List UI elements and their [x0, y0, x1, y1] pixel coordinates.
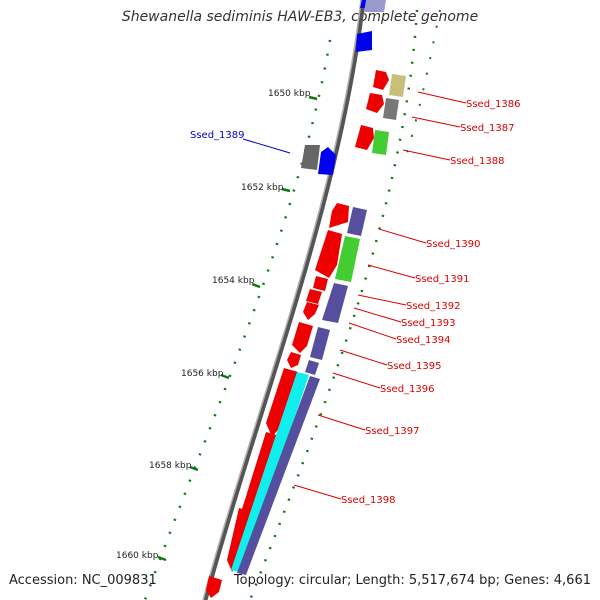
forward-gene-ssed1391[interactable]	[315, 230, 342, 278]
scale-label: 1652 kbp	[241, 183, 284, 193]
forward-gene-ssed1390[interactable]	[329, 203, 349, 228]
track-box-purple-1395	[310, 327, 330, 360]
forward-gene-ssed1395[interactable]	[292, 322, 313, 353]
gene-label-ssed1395[interactable]: Ssed_1395	[387, 361, 442, 372]
track-box-purple-1398	[237, 376, 320, 575]
gene-label-ssed1391[interactable]: Ssed_1391	[415, 274, 470, 285]
forward-gene-ssed1388[interactable]	[355, 125, 374, 150]
gene-label-ssed1394[interactable]: Ssed_1394	[396, 335, 451, 346]
right-dotted-guide	[404, 9, 441, 161]
track-box-purple-1396	[305, 360, 319, 375]
forward-gene-ssed1392[interactable]	[313, 276, 328, 291]
gene-label-ssed1392[interactable]: Ssed_1392	[406, 301, 461, 312]
reverse-gene-ssed1389[interactable]	[318, 147, 336, 175]
track-box-green-1391	[335, 236, 360, 282]
map-title: Shewanella sediminis HAW-EB3, complete g…	[121, 9, 479, 25]
track-box-gray	[383, 98, 399, 120]
scale-label: 1656 kbp	[181, 369, 224, 379]
scale-labels: 1650 kbp 1652 kbp 1654 kbp 1656 kbp 1658…	[116, 89, 311, 561]
top-track-gray-box	[364, 0, 386, 12]
genome-backbone	[202, 0, 366, 600]
gene-label-ssed1397[interactable]: Ssed_1397	[365, 426, 420, 437]
gray-gene-ssed1389[interactable]	[301, 145, 320, 170]
track-box-khaki	[389, 74, 406, 97]
reverse-gene-1[interactable]	[356, 31, 372, 52]
gene-label-ssed1388[interactable]: Ssed_1388	[450, 156, 505, 167]
forward-gene-ssed1393[interactable]	[306, 289, 322, 304]
accession-text: Accession: NC_009831	[9, 573, 157, 588]
forward-gene-ssed1397[interactable]	[266, 368, 298, 437]
gene-labels: Ssed_1386 Ssed_1387 Ssed_1388 Ssed_1389 …	[190, 99, 521, 506]
forward-gene-ssed1386[interactable]	[373, 70, 389, 90]
forward-gene-ssed1394[interactable]	[303, 302, 319, 320]
gene-label-ssed1389[interactable]: Ssed_1389	[190, 130, 245, 141]
track-box-purple-1390	[347, 207, 367, 236]
topology-text: Topology: circular; Length: 5,517,674 bp…	[233, 573, 591, 588]
scale-label: 1654 kbp	[212, 276, 255, 286]
gene-label-ssed1396[interactable]: Ssed_1396	[380, 384, 435, 395]
scale-label: 1658 kbp	[149, 461, 192, 471]
scale-label: 1660 kbp	[116, 551, 159, 561]
track-box-purple-1392	[322, 283, 348, 323]
label-connectors	[242, 91, 467, 500]
gene-label-ssed1386[interactable]: Ssed_1386	[466, 99, 521, 110]
scale-ticks	[157, 95, 318, 562]
scale-label: 1650 kbp	[268, 89, 311, 99]
gene-label-ssed1387[interactable]: Ssed_1387	[460, 123, 515, 134]
track-box-cyan-1397	[231, 372, 309, 573]
forward-gene-ssed1387[interactable]	[366, 93, 384, 113]
track-box-green-1388	[372, 130, 389, 155]
forward-gene-ssed1396[interactable]	[287, 352, 301, 368]
gene-label-ssed1390[interactable]: Ssed_1390	[426, 239, 481, 250]
gene-label-ssed1398[interactable]: Ssed_1398	[341, 495, 396, 506]
gene-label-ssed1393[interactable]: Ssed_1393	[401, 318, 456, 329]
forward-gene-bottom[interactable]	[206, 576, 222, 598]
